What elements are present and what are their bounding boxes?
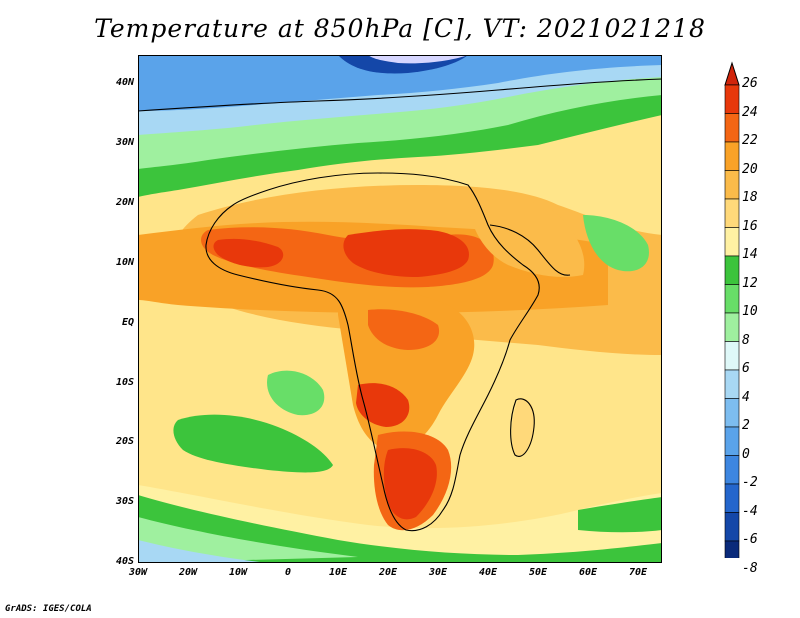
colorbar-segment bbox=[724, 170, 740, 200]
colorbar-label: 0 bbox=[742, 446, 750, 462]
lon-label: 60E bbox=[578, 567, 598, 578]
temp-band-26-angola bbox=[356, 383, 410, 427]
map-panel bbox=[138, 55, 662, 563]
colorbar-segment bbox=[724, 312, 740, 342]
colorbar-label: -4 bbox=[742, 503, 758, 519]
colorbar-segment bbox=[724, 284, 740, 314]
colorbar-segment bbox=[724, 540, 740, 558]
temp-band-10-south bbox=[138, 517, 358, 563]
colorbar-segment bbox=[724, 455, 740, 485]
temp-band-2-north bbox=[138, 55, 662, 111]
lat-label: EQ bbox=[121, 317, 134, 328]
colorbar-top-arrow bbox=[724, 61, 740, 86]
colorbar-label: 16 bbox=[742, 218, 758, 234]
colorbar-segment bbox=[724, 398, 740, 428]
atlantic-cool-patch-2 bbox=[267, 370, 325, 416]
lat-label: 10N bbox=[115, 257, 134, 268]
lon-label: 20W bbox=[178, 567, 198, 578]
colorbar-label: 22 bbox=[742, 133, 758, 148]
colorbar-label: 6 bbox=[742, 361, 750, 376]
colorbar-label: -8 bbox=[742, 560, 758, 576]
colorbar-label: 26 bbox=[742, 76, 758, 91]
colorbar-label: 20 bbox=[742, 161, 758, 177]
africa-coastline bbox=[205, 172, 540, 532]
temp-band-26-central bbox=[343, 229, 469, 277]
lon-label: 70E bbox=[628, 567, 648, 578]
lat-label: 30N bbox=[115, 137, 134, 148]
colorbar-segment bbox=[724, 198, 740, 228]
footer-credit: GrADS: IGES/COLA bbox=[5, 604, 92, 614]
lon-label: 30E bbox=[428, 567, 448, 578]
colorbar-segment bbox=[724, 369, 740, 399]
madagascar-coastline bbox=[510, 398, 535, 457]
lon-label: 0 bbox=[284, 567, 292, 578]
colorbar-label: 12 bbox=[742, 275, 758, 291]
madagascar bbox=[511, 398, 535, 456]
colorbar bbox=[724, 61, 740, 558]
temperature-map bbox=[138, 55, 662, 563]
temp-band-neg8-north bbox=[368, 55, 468, 64]
lat-label: 40S bbox=[115, 556, 134, 567]
colorbar-segment bbox=[724, 426, 740, 456]
temp-band-26-south bbox=[383, 448, 437, 520]
colorbar-label: 2 bbox=[742, 418, 750, 433]
lat-label: 20S bbox=[115, 436, 134, 447]
page-title: Temperature at 850hPa [C], VT: 202102121… bbox=[94, 14, 706, 43]
colorbar-label: 4 bbox=[742, 389, 750, 405]
colorbar-segment bbox=[724, 141, 740, 171]
lon-label: 20E bbox=[378, 567, 398, 578]
colorbar-label: 24 bbox=[742, 104, 758, 120]
lon-label: 40E bbox=[478, 567, 498, 578]
lon-label: 30W bbox=[128, 567, 148, 578]
colorbar-segment bbox=[724, 84, 740, 114]
colorbar-label: -6 bbox=[742, 532, 758, 547]
coastlines bbox=[138, 78, 662, 532]
colorbar-label: 8 bbox=[742, 332, 750, 348]
atlantic-cool-patch bbox=[173, 414, 333, 473]
temp-band-24-congo bbox=[368, 309, 440, 350]
colorbar-segment bbox=[724, 113, 740, 143]
lat-label: 10S bbox=[115, 377, 134, 388]
arabian-sea-cool bbox=[583, 215, 649, 272]
colorbar-segment bbox=[724, 341, 740, 371]
colorbar-segment bbox=[724, 512, 740, 542]
lat-label: 30S bbox=[115, 496, 134, 507]
lon-label: 10W bbox=[228, 567, 248, 578]
colorbar-label: 14 bbox=[742, 247, 758, 262]
red-sea-coast bbox=[489, 224, 571, 276]
lon-label: 50E bbox=[528, 567, 548, 578]
colorbar-label: 10 bbox=[742, 304, 758, 319]
lat-label: 20N bbox=[115, 197, 134, 208]
colorbar-segment bbox=[724, 255, 740, 285]
temp-band-12-southeast bbox=[578, 497, 662, 533]
lat-label: 40N bbox=[115, 77, 134, 88]
europe-coastline bbox=[138, 78, 662, 112]
temp-band-26-west bbox=[213, 238, 284, 268]
colorbar-label: 18 bbox=[742, 190, 758, 205]
colorbar-segment bbox=[724, 227, 740, 257]
temp-band-6-south bbox=[138, 540, 268, 563]
map-frame bbox=[138, 55, 662, 563]
colorbar-label: -2 bbox=[742, 475, 758, 490]
lon-label: 10E bbox=[328, 567, 348, 578]
colorbar-segment bbox=[724, 483, 740, 513]
